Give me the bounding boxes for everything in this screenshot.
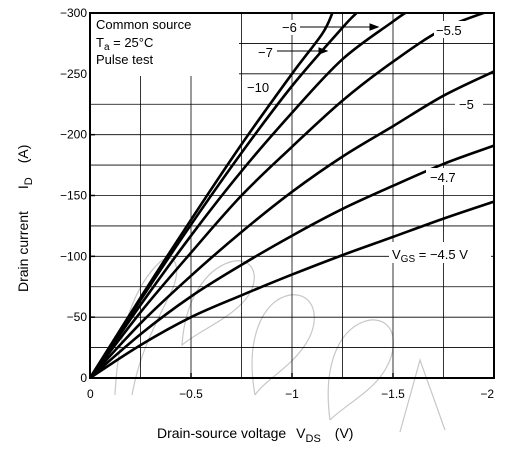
- conditions-box: [91, 14, 239, 76]
- label-vgs-minus6: −6: [282, 20, 297, 35]
- curve-series-3: [90, 13, 488, 378]
- y-tick-label: −50: [67, 310, 88, 324]
- conditions-line3: Pulse test: [96, 52, 153, 67]
- y-tick-label: −300: [60, 6, 87, 20]
- curve-labels: −10 −7 −6 −5.5 −5 −4.7 VGS = −4.5 V: [245, 20, 491, 265]
- label-vgs-minus4-7: −4.7: [430, 170, 456, 185]
- conditions-line1: Common source: [96, 17, 191, 32]
- x-tick-label: −1.5: [381, 387, 405, 401]
- curve-series-6: [90, 200, 494, 378]
- x-ticks: 0 −0.5 −1 −1.5 −2: [87, 373, 495, 401]
- y-tick-label: −250: [60, 67, 87, 81]
- label-vgs-minus4-5: VGS = −4.5 V: [392, 247, 468, 265]
- curve-series-1: [90, 13, 358, 378]
- label-vgs-minus10: −10: [247, 80, 269, 95]
- y-tick-label: 0: [80, 371, 87, 385]
- label-vgs-minus7: −7: [258, 45, 273, 60]
- y-ticks: 0 −50 −100 −150 −200 −250 −300: [60, 6, 95, 385]
- x-tick-label: −0.5: [179, 387, 203, 401]
- label-vgs-minus5: −5: [459, 97, 474, 112]
- x-tick-label: −1: [285, 387, 299, 401]
- curve-series-4: [90, 70, 494, 378]
- y-tick-label: −100: [60, 249, 87, 263]
- x-tick-label: −2: [480, 387, 494, 401]
- curve-series-2: [90, 13, 406, 378]
- curve-series-0: [90, 13, 334, 378]
- label-vgs-minus5-5: −5.5: [436, 23, 462, 38]
- label-arrows: [277, 23, 380, 55]
- x-tick-label: 0: [87, 387, 94, 401]
- x-axis-label: Drain-source voltage VDS (V): [157, 425, 353, 445]
- conditions-line2: Ta = 25°C: [96, 35, 153, 53]
- y-tick-label: −150: [60, 189, 87, 203]
- y-tick-label: −200: [60, 128, 87, 142]
- y-axis-label: Drain currentID(A): [15, 145, 35, 292]
